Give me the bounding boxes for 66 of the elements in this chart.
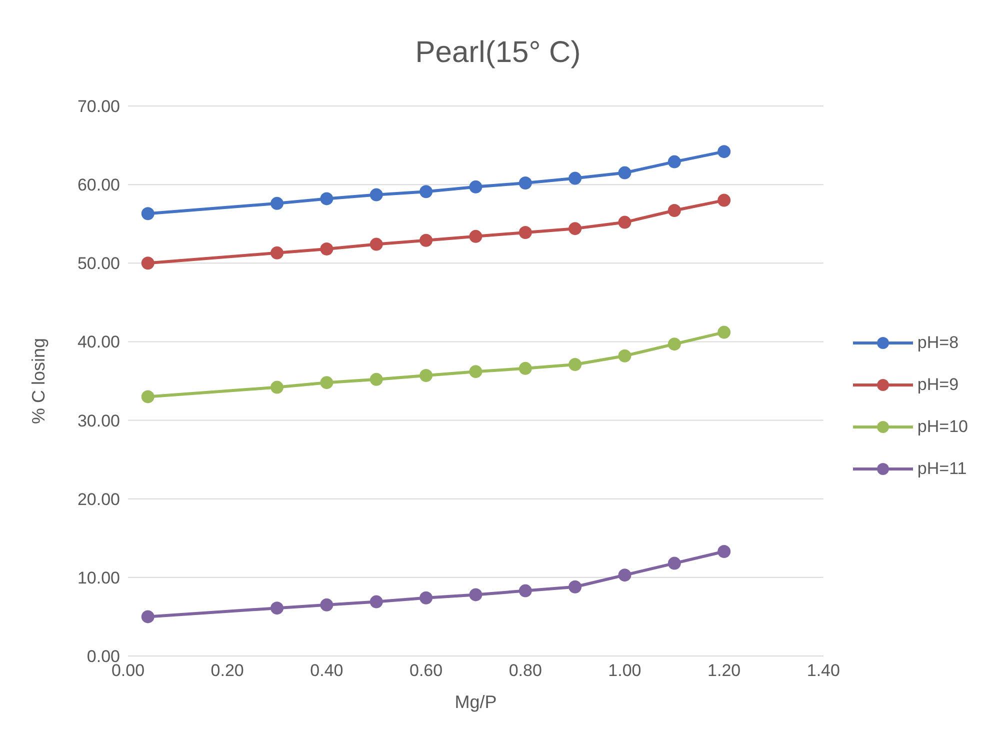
x-tick-label: 0.60 [409,661,443,680]
y-tick-label: 20.00 [77,490,120,509]
chart-title: Pearl(15° C) [414,35,582,71]
legend-label: pH=11 [917,459,967,479]
x-tick-label: 1.20 [708,661,741,680]
point [320,376,334,390]
y-tick-label: 60.00 [77,176,120,195]
y-axis-title: % C losing [28,338,48,424]
point [141,207,154,220]
point [718,194,731,207]
point [420,185,433,198]
y-tick-label: 40.00 [77,332,120,352]
point [668,204,681,217]
y-tick-label: 70.00 [77,97,120,116]
point [718,145,731,158]
point [469,365,482,378]
point [518,176,532,190]
y-tick-label: 50.00 [77,254,120,274]
point [618,568,632,582]
point [568,358,582,371]
x-tick-label: 1.00 [608,661,642,680]
x-tick-label: 1.40 [806,661,840,680]
point [668,155,681,168]
point [718,326,731,339]
point [420,591,433,604]
point [718,545,731,558]
x-axis-title: Mg/P [454,692,497,712]
legend-label: pH=9 [917,375,959,395]
point [370,188,383,202]
point [518,226,532,239]
point [370,595,383,608]
x-tick-label: 0.20 [210,661,244,680]
point [668,338,681,351]
y-tick-label: 10.00 [77,568,120,588]
point [420,369,433,382]
point [270,602,284,615]
point [568,222,582,236]
point [270,380,284,394]
point [141,256,154,270]
legend-label: pH=8 [917,333,959,353]
point [618,216,632,229]
point [141,390,154,404]
point [668,556,681,570]
point [420,234,433,247]
point [618,349,632,362]
point [141,610,154,624]
point [469,588,482,602]
point [270,246,284,260]
point [469,180,482,194]
x-tick-label: 0.40 [310,661,344,680]
y-tick-label: 30.00 [77,411,120,430]
point [320,242,334,256]
point [270,196,284,210]
point [518,584,532,598]
point [469,230,482,243]
x-tick-label: 0.80 [508,661,542,680]
legend-label: pH=10 [917,417,968,437]
point [370,372,383,386]
point [320,192,334,206]
point [518,362,532,375]
x-tick-label: 0.00 [111,661,145,680]
point [320,598,334,612]
point [618,166,632,180]
point [370,238,383,251]
point [568,580,582,594]
point [568,172,582,185]
